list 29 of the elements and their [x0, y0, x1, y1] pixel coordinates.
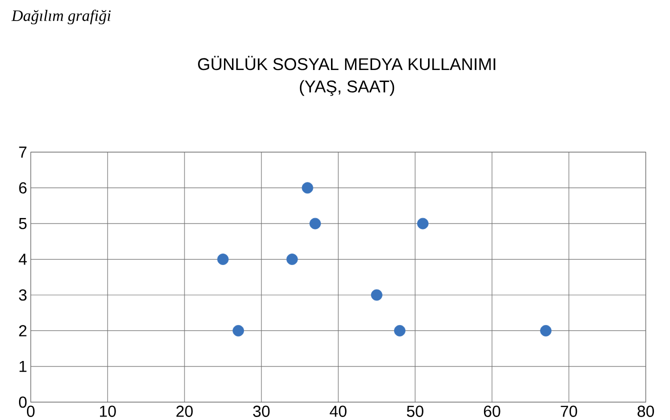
x-tick-label: 60	[484, 406, 500, 417]
x-tick-label: 80	[638, 406, 654, 417]
text: Dağılım grafiği	[11, 10, 111, 24]
chart-subtitle: (YAŞ, SAAT)	[300, 80, 394, 96]
x-tick-label: 70	[560, 406, 578, 417]
point	[309, 218, 321, 230]
x-tick-label: 50	[406, 406, 424, 417]
y-tick-label: 4	[18, 254, 27, 265]
y-tick-label: 2	[19, 325, 26, 336]
y-tick-label: 1	[20, 360, 26, 372]
y-tick-label: 0	[18, 396, 27, 408]
x-tick-label: 0	[26, 406, 35, 417]
y-tick-label: 6	[19, 182, 27, 194]
y-tick-label: 7	[19, 146, 26, 158]
point	[302, 182, 314, 194]
x-tick-label: 10	[100, 406, 116, 417]
x-tick-label: 20	[176, 406, 193, 417]
point	[217, 254, 229, 265]
point	[540, 325, 552, 336]
y-tick-label: 5	[19, 218, 27, 230]
point	[370, 289, 382, 301]
x-tick-label: 40	[330, 406, 346, 417]
chart-title: GÜNLÜK SOSYAL MEDYA KULLANIMI	[198, 56, 496, 70]
point	[417, 218, 429, 230]
y-tick-label: 3	[18, 289, 27, 301]
point	[232, 325, 244, 336]
point	[286, 254, 298, 265]
point	[394, 325, 406, 336]
x-tick-label: 30	[253, 406, 270, 417]
